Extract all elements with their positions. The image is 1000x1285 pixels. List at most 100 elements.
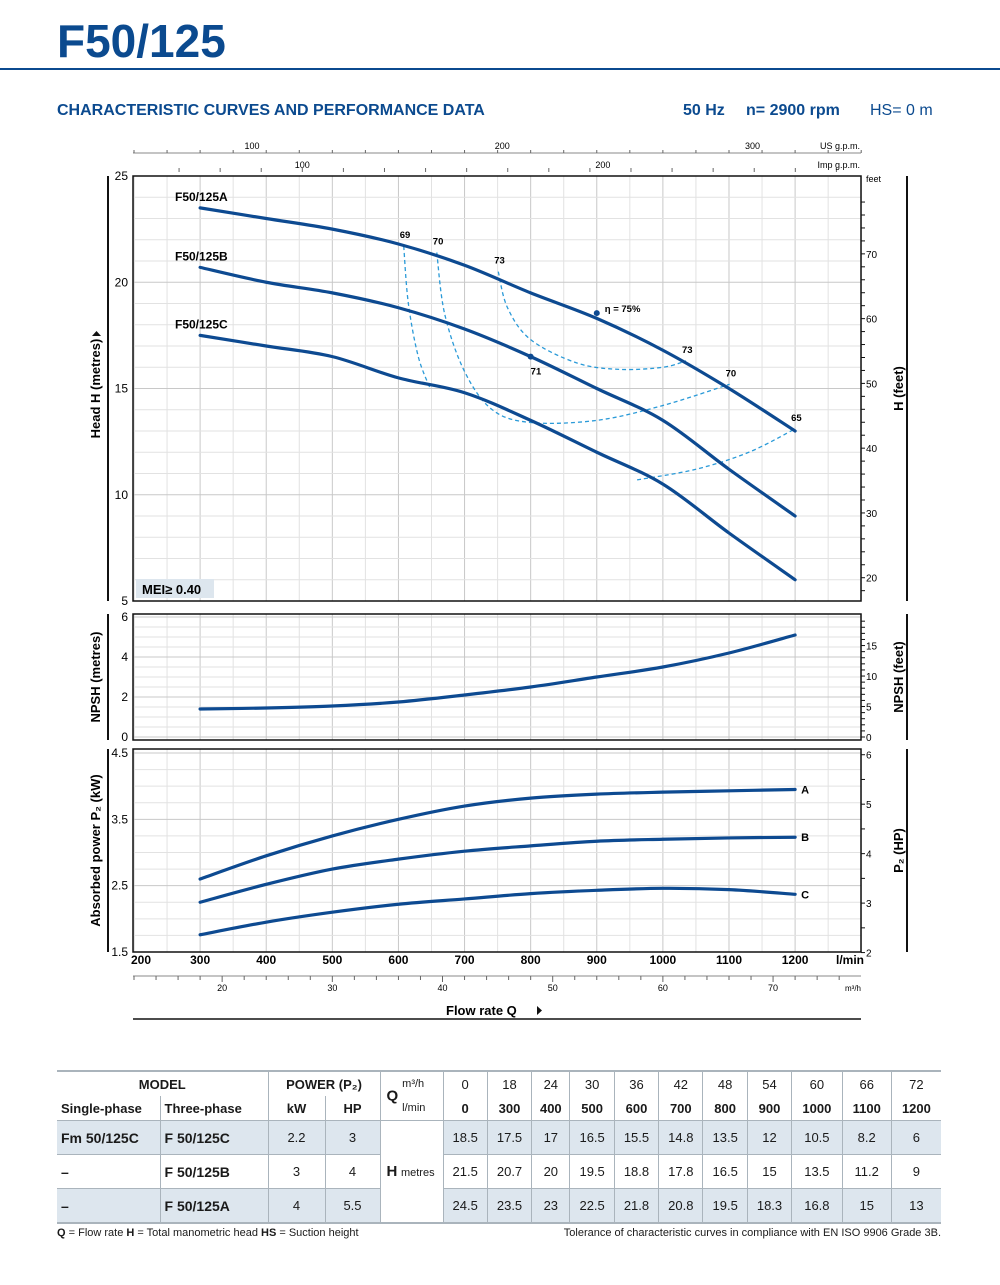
head-value: 14.8: [658, 1120, 704, 1155]
single-phase-model: –: [57, 1154, 161, 1189]
y2-tick-label: 3: [866, 899, 872, 910]
head-value: 19.5: [702, 1188, 748, 1223]
series-label: F50/125B: [175, 249, 228, 263]
y-tick-label: 1.5: [111, 945, 128, 959]
m3h-value: 36: [614, 1071, 660, 1096]
head-value: 16.5: [702, 1154, 748, 1189]
y2-tick-label: 15: [866, 642, 878, 653]
legend-q: Q: [57, 1227, 66, 1239]
legend-hs: HS: [261, 1227, 277, 1239]
y-tick-label: 3.5: [111, 812, 128, 826]
speed: n= 2900 rpm: [746, 102, 840, 119]
y2-tick-label: 6: [866, 751, 872, 762]
head-value: 20.8: [658, 1188, 704, 1223]
m3h-value: 48: [702, 1071, 748, 1096]
m3h-tick-label: 70: [768, 983, 778, 993]
y2-axis-title: H (feet): [891, 366, 906, 411]
x-tick-label: 300: [190, 953, 210, 967]
plot-frame: [132, 175, 862, 602]
efficiency-point: [593, 310, 600, 317]
power-kw: 3: [268, 1154, 326, 1189]
head-value: 13.5: [702, 1120, 748, 1155]
metres-unit: metres: [400, 1167, 435, 1179]
mei-badge: MEI≥ 0.40: [142, 582, 201, 597]
m3h-tick-label: 50: [548, 983, 558, 993]
q-label: Q: [386, 1087, 399, 1105]
y2-tick-label: 40: [866, 444, 878, 455]
y-tick-label: 15: [115, 382, 129, 396]
y2-tick-label: 5: [866, 800, 872, 811]
single-phase-model: –: [57, 1188, 161, 1223]
y2-axis-title: P₂ (HP): [891, 828, 906, 873]
head-value: 18.3: [747, 1188, 793, 1223]
efficiency-label: η = 75%: [605, 304, 641, 315]
y-tick-label: 4: [121, 650, 128, 664]
head-value: 6: [891, 1120, 941, 1155]
arrow-up-icon: [92, 331, 101, 336]
head-value: 13: [891, 1188, 941, 1223]
y-tick-label: 2: [121, 690, 128, 704]
tolerance-note: Tolerance of characteristic curves in co…: [563, 1227, 941, 1239]
series-label: F50/125C: [175, 317, 228, 331]
head-value: 15: [842, 1188, 892, 1223]
us-gpm-unit: US g.p.m.: [820, 141, 860, 151]
header-model: MODEL: [57, 1071, 269, 1096]
series-label: C: [801, 889, 809, 901]
lmin-value: 800: [702, 1096, 748, 1121]
x-tick-label: 700: [455, 953, 475, 967]
series-line-C: [198, 886, 797, 937]
frequency: 50 Hz: [683, 102, 725, 119]
legend-h: H: [126, 1227, 135, 1239]
x-tick-label: 400: [256, 953, 276, 967]
y-tick-label: 20: [115, 275, 129, 289]
efficiency-curve-73: [497, 271, 687, 371]
x-tick-label: 900: [587, 953, 607, 967]
head-value: 8.2: [842, 1120, 892, 1155]
table-row: – F 50/125B 3 4 21.5 20.7 20 19.5 18.8 17.8 16.5 15…: [57, 1154, 941, 1189]
y2-tick-label: 4: [866, 850, 872, 861]
head-value: 17: [531, 1120, 571, 1155]
y-axis-title: Absorbed power P₂ (kW): [88, 774, 103, 926]
series-line: [198, 633, 797, 711]
us-gpm-tick-label: 200: [495, 141, 510, 151]
m3h-unit: m³/h: [402, 1078, 425, 1090]
series-line-F50/125A: [198, 206, 797, 433]
lmin-value: 700: [658, 1096, 704, 1121]
lmin-value: 600: [614, 1096, 660, 1121]
head-value: 9: [891, 1154, 941, 1189]
lmin-value: 1000: [791, 1096, 843, 1121]
head-value: 23: [531, 1188, 571, 1223]
imp-gpm-tick-label: 100: [295, 160, 310, 170]
y2-tick-label: 60: [866, 315, 878, 326]
power-hp: 5.5: [325, 1188, 381, 1223]
y2-tick-label: 5: [866, 703, 872, 714]
head-value: 22.5: [569, 1188, 615, 1223]
lmin-unit: l/min: [402, 1102, 426, 1114]
efficiency-label: 70: [433, 237, 444, 248]
plot-frame: [132, 613, 862, 741]
m3h-value: 66: [842, 1071, 892, 1096]
efficiency-label: 65: [791, 413, 802, 424]
lmin-value: 400: [531, 1096, 571, 1121]
x-tick-label: 200: [131, 953, 151, 967]
suction-height: HS= 0 m: [870, 102, 933, 119]
y-tick-label: 0: [121, 730, 128, 744]
footer-legend: Q = Flow rate H = Total manometric head …: [57, 1227, 359, 1239]
series-line-B: [198, 835, 797, 904]
head-value: 20: [531, 1154, 571, 1189]
head-value: 17.5: [487, 1120, 533, 1155]
m3h-tick-label: 20: [217, 983, 227, 993]
y-axis-title: NPSH (metres): [88, 631, 103, 722]
series-line-F50/125C: [198, 333, 797, 582]
head-value: 16.5: [569, 1120, 615, 1155]
series-label: B: [801, 832, 809, 844]
imp-gpm-tick-label: 200: [595, 160, 610, 170]
m3h-tick-label: 60: [658, 983, 668, 993]
y-tick-label: 6: [121, 610, 128, 624]
x-tick-label: 1200: [782, 953, 809, 967]
power-kw: 2.2: [268, 1120, 326, 1155]
y2-tick-label: 30: [866, 509, 878, 520]
head-value: 24.5: [443, 1188, 488, 1223]
legend-q-text: = Flow rate: [65, 1227, 127, 1239]
m3h-value: 24: [531, 1071, 571, 1096]
